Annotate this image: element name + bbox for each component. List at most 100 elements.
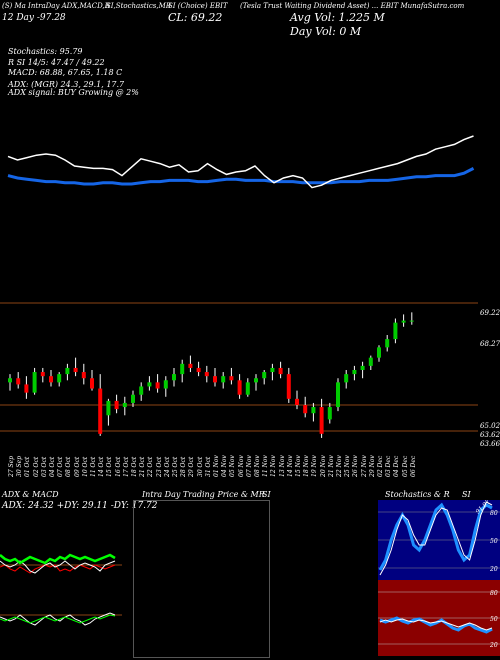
date-label: 15 Oct <box>106 456 114 477</box>
candle-body <box>57 374 62 383</box>
stoch-axis-label: 20 <box>489 566 498 573</box>
date-label: 27 Sep <box>8 455 15 477</box>
close-price: CL: 69.22 <box>168 11 223 24</box>
ma-line <box>7 167 475 186</box>
date-label: 12 Nov <box>270 455 278 477</box>
date-label: 27 Nov <box>360 455 368 477</box>
rsi-panel-signal-line <box>379 618 493 631</box>
date-label: 09 Oct <box>73 456 81 477</box>
candle-body <box>336 382 340 408</box>
candle-body <box>204 372 209 377</box>
candle-body <box>319 407 324 434</box>
date-label: 03 Dec <box>385 455 393 477</box>
candle-body <box>81 372 86 379</box>
date-label: 08 Oct <box>65 456 73 477</box>
date-label: 21 Nov <box>327 455 335 477</box>
header-col1: (S) Ma IntraDay ADX,MACD,R <box>2 2 110 10</box>
price-label-low1: 65.02 <box>480 422 500 430</box>
date-label: 21 Oct <box>139 456 147 477</box>
adx-stat: ADX: (MGR) 24.3, 29.1, 17.7 <box>8 80 125 89</box>
date-label: 29 Nov <box>368 455 376 477</box>
stochastics-panel-title: Stochastics & R <box>385 490 450 499</box>
date-label: 11 Oct <box>90 456 97 477</box>
candle-body <box>196 367 201 373</box>
date-label: 30 Sep <box>16 455 24 477</box>
date-label: 01 Oct <box>24 456 32 477</box>
stoch-k-line <box>378 502 493 571</box>
date-label: 26 Nov <box>352 455 360 477</box>
stochastics-panel-title2: SI <box>462 490 471 499</box>
rsi-panel-axis-label: 50 <box>490 616 498 623</box>
candle-body <box>221 376 226 383</box>
date-label: 05 Dec <box>401 455 409 477</box>
candle-body <box>245 382 250 395</box>
date-label: 04 Nov <box>221 455 229 477</box>
candle-body <box>32 372 37 393</box>
candle-body <box>24 384 29 393</box>
candle-body <box>8 378 12 383</box>
candle-body <box>147 382 152 387</box>
date-label: 10 Oct <box>81 456 89 477</box>
adx-panel-values: ADX: 24.32 +DY: 29.11 -DY: 17.72 <box>2 501 158 511</box>
date-label: 17 Oct <box>122 456 130 477</box>
candle-body <box>270 367 275 373</box>
date-label: 22 Oct <box>147 456 155 477</box>
date-label: 14 Nov <box>286 455 294 477</box>
candle-body <box>311 407 316 414</box>
date-label: 02 Oct <box>32 456 40 477</box>
candle-body <box>16 378 21 385</box>
candle-body <box>106 400 111 416</box>
rsi-panel-axis-label: 20 <box>489 642 498 649</box>
plus-di-line <box>0 553 116 565</box>
date-label: 06 Dec <box>409 455 417 477</box>
header-col2: SI,Stochastics,MR <box>106 2 172 10</box>
date-label: 06 Nov <box>237 455 245 477</box>
price-label-mid: 68.27 <box>480 340 500 348</box>
candle-body <box>295 398 299 405</box>
date-label: 20 Nov <box>319 455 327 477</box>
candle-body <box>368 357 373 366</box>
adx-signal-stat: ADX signal: BUY Growing @ 2% <box>8 88 139 97</box>
adx-bg <box>0 515 122 660</box>
date-label: 22 Nov <box>336 455 343 477</box>
date-label: 15 Nov <box>295 455 302 477</box>
candle-body <box>155 382 160 389</box>
avg-volume: Avg Vol: 1.225 M <box>290 11 385 24</box>
adx-panel-title: ADX & MACD <box>2 490 59 499</box>
date-label: 11 Nov <box>262 455 270 477</box>
date-label: 18 Nov <box>303 455 311 477</box>
candle-body <box>377 347 381 358</box>
price-label-low3: 63.66 <box>480 440 500 448</box>
intraday-panel <box>133 500 270 658</box>
rsi-panel-chart: 80 50 20 <box>378 580 500 656</box>
candlestick-chart <box>0 302 478 438</box>
candle-body <box>409 320 414 322</box>
candle-body <box>114 400 119 410</box>
period-label: 12 Day -97.28 <box>2 13 66 23</box>
candle-body <box>278 367 283 375</box>
date-label: 02 Dec <box>377 455 384 477</box>
candle-body <box>139 386 144 395</box>
candle-body <box>401 320 406 323</box>
date-label: 19 Nov <box>311 455 319 477</box>
candle-body <box>237 380 242 395</box>
date-label: 29 Oct <box>188 456 196 477</box>
rsi-panel-line <box>379 616 493 634</box>
candle-body <box>213 376 217 383</box>
date-label: 30 Oct <box>196 456 204 477</box>
candle-body <box>229 376 234 381</box>
date-label: 07 Oct <box>57 456 65 477</box>
price-label-top: 69.22 <box>480 309 500 317</box>
rsi-stat: R SI 14/5: 47.47 / 49.22 <box>8 58 105 67</box>
rsi-line-chart <box>7 135 475 189</box>
candle-body <box>172 374 176 381</box>
minus-di-line <box>0 564 116 574</box>
candle-body <box>65 367 70 375</box>
candle-body <box>262 372 267 379</box>
header-col3: SI (Choice) EBIT <box>168 2 228 10</box>
intraday-panel-title: Intra Day Trading Price & MR <box>142 490 265 499</box>
date-label: 14 Oct <box>98 456 106 477</box>
date-label: 08 Nov <box>254 455 261 477</box>
candle-body <box>98 388 103 434</box>
